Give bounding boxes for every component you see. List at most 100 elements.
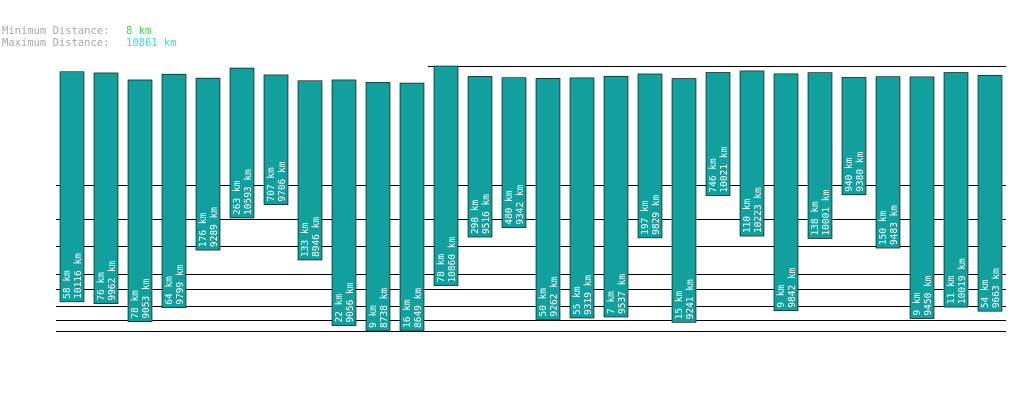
bar <box>841 77 867 196</box>
bar <box>773 73 799 312</box>
bar-max-label: 9516 km <box>481 194 492 234</box>
bar-group: 110 km 10223 km <box>739 70 765 237</box>
max-distance-label: Maximum Distance: <box>2 37 110 49</box>
bar-group: 9 km 8738 km <box>365 82 391 332</box>
bar-group: 16 km 8649 km <box>399 82 425 332</box>
bar-group: 197 km 9829 km <box>637 73 663 239</box>
bar-max-label: 8649 km <box>413 288 424 328</box>
bar-min-label: 9 km <box>368 305 379 328</box>
bar-group: 58 km 10116 km <box>59 71 85 303</box>
bar-max-label: 10116 km <box>73 253 84 299</box>
bar <box>161 73 187 309</box>
bar-min-label: 197 km <box>640 200 651 235</box>
bar-max-label: 10860 km <box>447 237 458 283</box>
bar-group: 78 km 9053 km <box>127 79 153 323</box>
bar <box>875 76 901 249</box>
bar-min-label: 78 km <box>130 290 141 319</box>
bar-max-label: 9241 km <box>685 279 696 319</box>
bar-group: 50 km 9262 km <box>535 78 561 320</box>
bar-min-label: 11 km <box>946 275 957 304</box>
bar-max-label: 8738 km <box>379 288 390 328</box>
bar-max-label: 8946 km <box>311 217 322 257</box>
bar <box>739 70 765 237</box>
bar-min-label: 58 km <box>62 270 73 299</box>
bar-max-label: 10223 km <box>753 187 764 233</box>
bar-group: 55 km 9319 km <box>569 77 595 319</box>
bar-max-label: 9799 km <box>175 264 186 304</box>
min-distance-value: 8 km <box>126 25 152 37</box>
bar-group: 9 km 9842 km <box>773 73 799 312</box>
bar-min-label: 110 km <box>742 198 753 233</box>
bar-min-label: 138 km <box>810 201 821 236</box>
bar <box>977 74 1003 312</box>
bar <box>127 79 153 323</box>
bar <box>569 77 595 319</box>
bar-group: 176 km 9289 km <box>195 77 221 251</box>
bar-group: 940 km 9380 km <box>841 77 867 196</box>
bar-group: 15 km 9241 km <box>671 78 697 323</box>
bar <box>59 71 85 303</box>
bar-min-label: 64 km <box>164 276 175 305</box>
bar-max-label: 10021 km <box>719 147 730 193</box>
bar <box>909 76 935 319</box>
bar <box>433 65 459 286</box>
bar <box>671 78 697 323</box>
bar-group: 7 km 9537 km <box>603 75 629 318</box>
bar-min-label: 9 km <box>776 285 787 308</box>
bar-max-label: 10019 km <box>957 258 968 304</box>
bar-group: 480 km 9342 km <box>501 77 527 229</box>
bar-max-label: 9262 km <box>549 276 560 316</box>
max-distance-row: Maximum Distance: 10861 km <box>2 37 177 49</box>
bar <box>637 73 663 239</box>
bar-min-label: 480 km <box>504 190 515 225</box>
bar-min-label: 150 km <box>878 210 889 245</box>
bar-group: 298 km 9516 km <box>467 76 493 238</box>
bar-max-label: 10593 km <box>243 169 254 215</box>
bar <box>501 77 527 229</box>
bar <box>331 79 357 326</box>
bar-max-label: 9663 km <box>991 268 1002 308</box>
bar <box>229 67 255 219</box>
bar-min-label: 15 km <box>674 290 685 319</box>
bar-group: 746 km 10021 km <box>705 72 731 196</box>
bar <box>603 75 629 318</box>
max-distance-value: 10861 km <box>126 37 177 49</box>
bar-max-label: 9053 km <box>141 278 152 318</box>
min-distance-label: Minimum Distance: <box>2 25 110 37</box>
bar-max-label: 9319 km <box>583 275 594 315</box>
bar-group: 263 km 10593 km <box>229 67 255 219</box>
bar <box>263 74 289 205</box>
bar <box>943 72 969 308</box>
bar-min-label: 9 km <box>912 292 923 315</box>
bar-group: 707 km 9706 km <box>263 74 289 205</box>
bar-min-label: 78 km <box>436 254 447 283</box>
bar-min-label: 55 km <box>572 286 583 315</box>
bar-max-label: 9842 km <box>787 267 798 307</box>
bar-min-label: 76 km <box>96 272 107 301</box>
min-distance-row: Minimum Distance: 8 km <box>2 25 177 37</box>
bar-min-label: 16 km <box>402 299 413 328</box>
bar-group: 78 km 10860 km <box>433 65 459 286</box>
bar-min-label: 707 km <box>266 167 277 202</box>
bar-group: 11 km 10019 km <box>943 72 969 308</box>
bar-min-label: 263 km <box>232 180 243 215</box>
bar <box>705 72 731 196</box>
distance-summary: Minimum Distance: 8 km Maximum Distance: 1… <box>2 25 177 49</box>
bar-min-label: 940 km <box>844 157 855 192</box>
bar-group: 9 km 9450 km <box>909 76 935 319</box>
bar-min-label: 54 km <box>980 279 991 308</box>
bar-max-label: 9342 km <box>515 184 526 224</box>
bar <box>93 72 119 304</box>
bar-min-label: 133 km <box>300 222 311 257</box>
bar-min-label: 7 km <box>606 291 617 314</box>
bar-group: 138 km 10001 km <box>807 72 833 239</box>
bar-min-label: 22 km <box>334 294 345 323</box>
bar <box>399 82 425 332</box>
bar-group: 76 km 9962 km <box>93 72 119 304</box>
bar <box>807 72 833 239</box>
bar <box>365 82 391 332</box>
bar-max-label: 9537 km <box>617 274 628 314</box>
bar-max-label: 9450 km <box>923 275 934 315</box>
bar-group: 133 km 8946 km <box>297 80 323 261</box>
